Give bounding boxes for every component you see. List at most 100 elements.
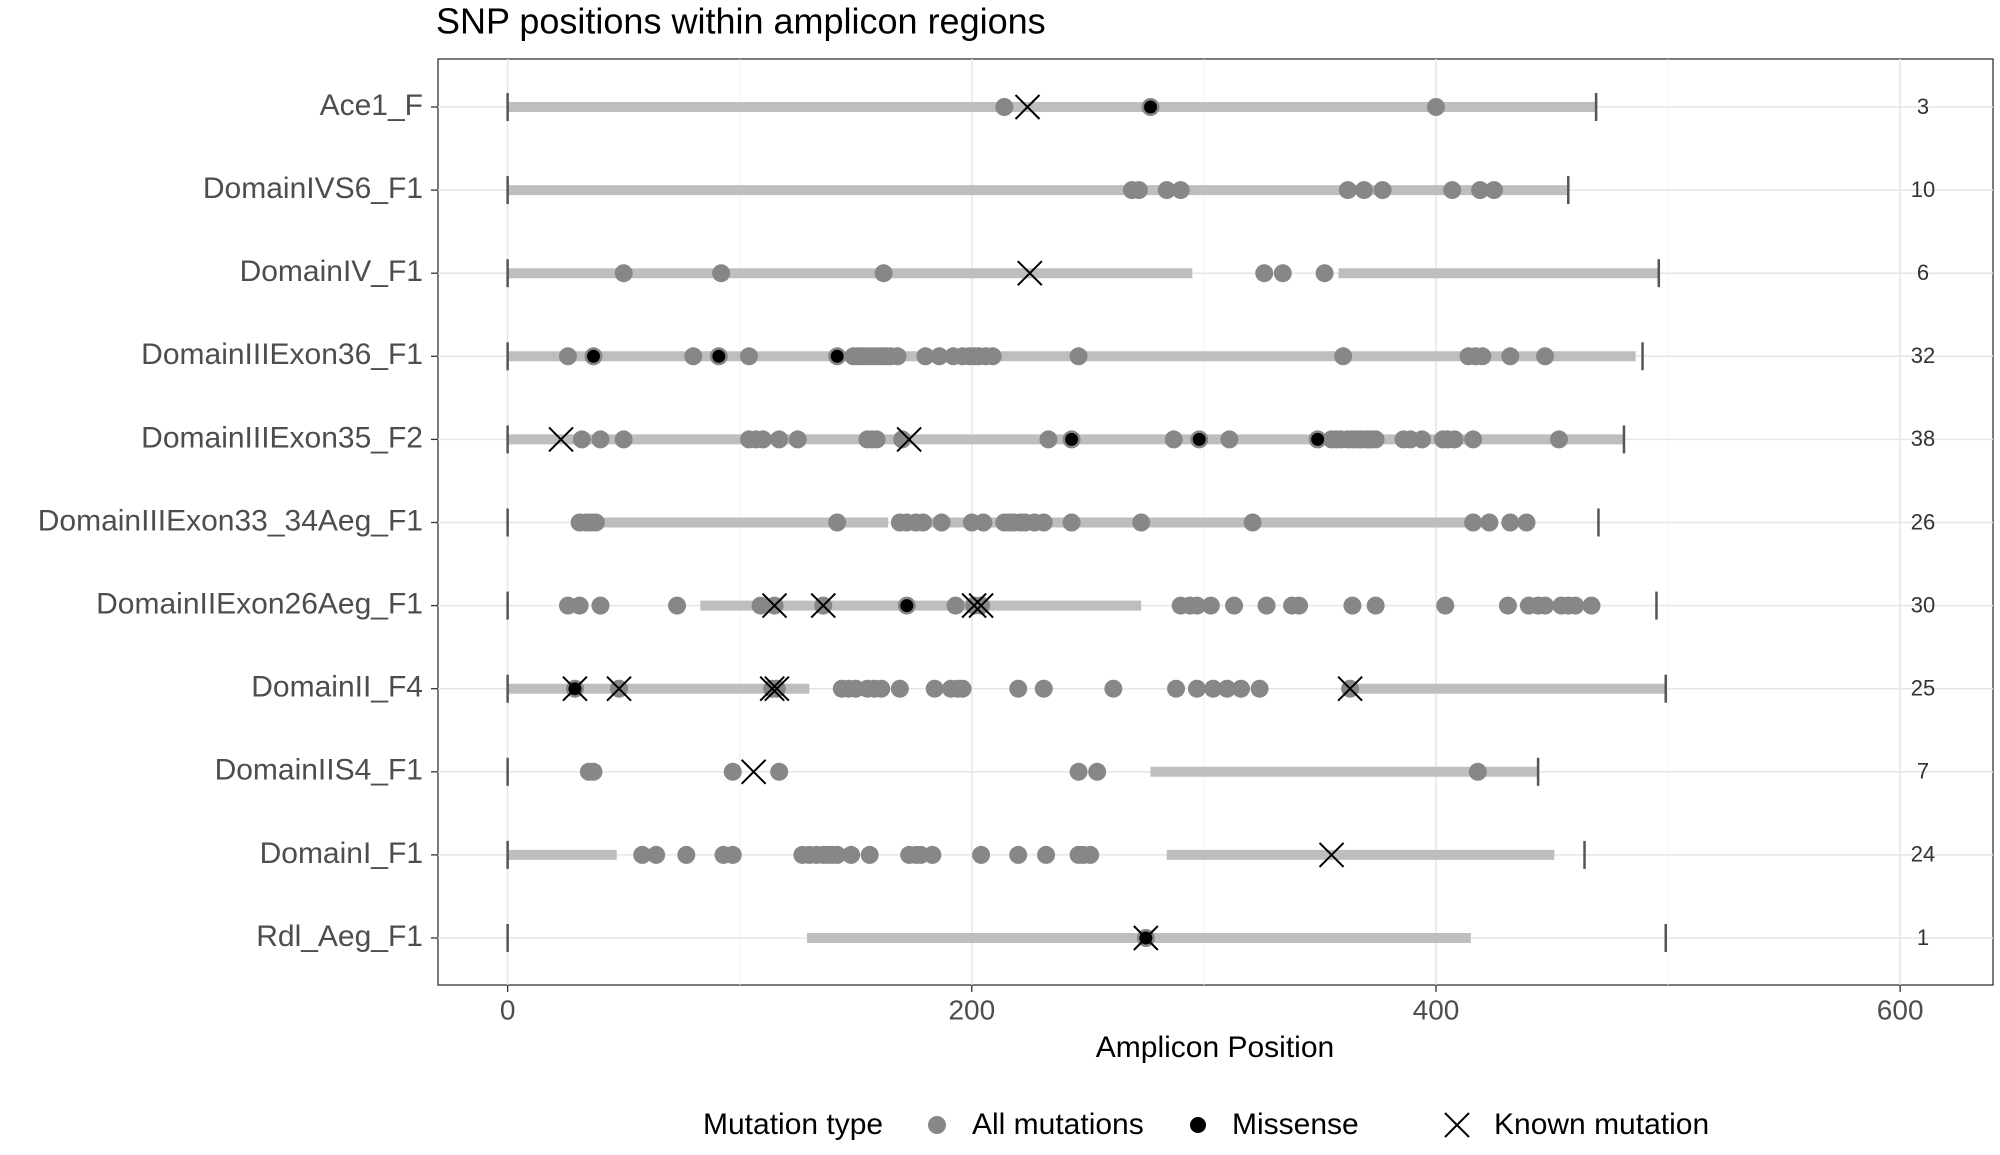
count-label: 30	[1911, 592, 1935, 617]
snp-point	[932, 513, 951, 532]
snp-point	[751, 596, 770, 615]
known-mutation	[740, 759, 767, 785]
snp-point	[1167, 679, 1186, 698]
snp-point	[753, 430, 772, 449]
amplicon-row	[506, 591, 1658, 620]
amplicon-row	[506, 342, 1644, 371]
legend: Mutation type All mutations Missense Kno…	[703, 1108, 1709, 1141]
known-mutation	[1318, 842, 1345, 868]
amplicon-row	[506, 840, 1586, 869]
snp-point	[1501, 347, 1520, 366]
snp-point	[591, 430, 610, 449]
snp-point	[1366, 430, 1385, 449]
snp-point	[723, 845, 742, 864]
snp-point	[1081, 845, 1100, 864]
snp-point	[1582, 596, 1601, 615]
snp-point	[923, 845, 942, 864]
snp-point	[1517, 513, 1536, 532]
snp-point	[570, 596, 589, 615]
missense-point	[1192, 432, 1206, 446]
known-mutation	[968, 592, 994, 619]
snp-point	[1039, 430, 1058, 449]
y-tick-label: DomainIIIExon33_34Aeg_F1	[38, 504, 423, 537]
snp-point	[1132, 513, 1151, 532]
snp-point	[614, 430, 633, 449]
snp-point	[1220, 430, 1239, 449]
y-tick-label: DomainIIIExon36_F1	[141, 338, 423, 371]
snp-point	[914, 513, 933, 532]
snp-point	[1187, 679, 1206, 698]
snp-point	[668, 596, 687, 615]
snp-point	[1250, 679, 1269, 698]
snp-point	[1436, 596, 1455, 615]
snp-point	[1129, 181, 1148, 200]
known-mutation	[759, 675, 785, 702]
snp-point	[586, 513, 605, 532]
y-tick-label: DomainIIIExon35_F2	[141, 421, 423, 454]
snp-point	[684, 347, 703, 366]
snp-point	[1034, 513, 1053, 532]
snp-point	[1413, 430, 1432, 449]
snp-point	[972, 845, 991, 864]
y-tick-label: Ace1_F	[320, 89, 423, 122]
snp-point	[953, 679, 972, 698]
snp-point	[633, 845, 652, 864]
known-mutation	[1337, 675, 1363, 702]
snp-point	[1498, 596, 1517, 615]
legend-key	[1444, 1112, 1470, 1138]
snp-point	[1225, 596, 1244, 615]
count-label: 3	[1917, 94, 1929, 119]
snp-point	[1104, 679, 1123, 698]
snp-point	[1549, 430, 1568, 449]
snp-point	[1009, 845, 1028, 864]
known-mutation	[1014, 94, 1041, 120]
missense-point	[1311, 432, 1325, 446]
snp-point	[893, 430, 912, 449]
amplicon-row	[506, 757, 1540, 786]
snp-point	[584, 762, 603, 781]
legend-title: Mutation type	[703, 1108, 883, 1141]
legend-label: All mutations	[972, 1108, 1144, 1141]
snp-point	[1566, 596, 1585, 615]
y-tick-label: DomainIV_F1	[240, 255, 423, 288]
y-tick-label: DomainIVS6_F1	[203, 172, 423, 205]
count-label: 32	[1911, 343, 1935, 368]
count-label: 6	[1917, 260, 1929, 285]
known-mutation	[1017, 260, 1043, 286]
snp-point	[1464, 513, 1483, 532]
x-tick-label: 0	[500, 994, 516, 1025]
known-mutation	[1133, 925, 1159, 951]
snp-point	[1171, 181, 1190, 200]
count-label: 38	[1911, 426, 1935, 451]
y-tick-label: DomainIIS4_F1	[215, 754, 423, 787]
snp-point	[828, 513, 847, 532]
known-mutation	[810, 592, 836, 619]
snp-point	[723, 762, 742, 781]
snp-point	[946, 596, 965, 615]
amplicon-row	[506, 508, 1600, 537]
x-tick-label: 600	[1877, 994, 1924, 1025]
known-mutation	[764, 675, 790, 702]
snp-point	[1334, 347, 1353, 366]
snp-point	[770, 430, 789, 449]
snp-point	[1009, 679, 1028, 698]
snp-point	[1355, 181, 1374, 200]
missense-point	[830, 349, 844, 363]
snp-point	[1473, 347, 1492, 366]
missense-point	[1065, 432, 1079, 446]
snp-point	[614, 264, 633, 283]
snp-point	[1204, 679, 1223, 698]
snp-point	[1366, 596, 1385, 615]
snp-point	[1338, 181, 1357, 200]
snp-point	[1536, 596, 1555, 615]
known-mutation	[961, 592, 987, 619]
snp-point	[974, 513, 993, 532]
snp-point	[1037, 845, 1056, 864]
snp-point	[1069, 762, 1088, 781]
chart-title: SNP positions within amplicon regions	[436, 1, 1046, 42]
known-mutation	[562, 675, 588, 702]
snp-point	[930, 347, 949, 366]
snp-point	[867, 430, 886, 449]
